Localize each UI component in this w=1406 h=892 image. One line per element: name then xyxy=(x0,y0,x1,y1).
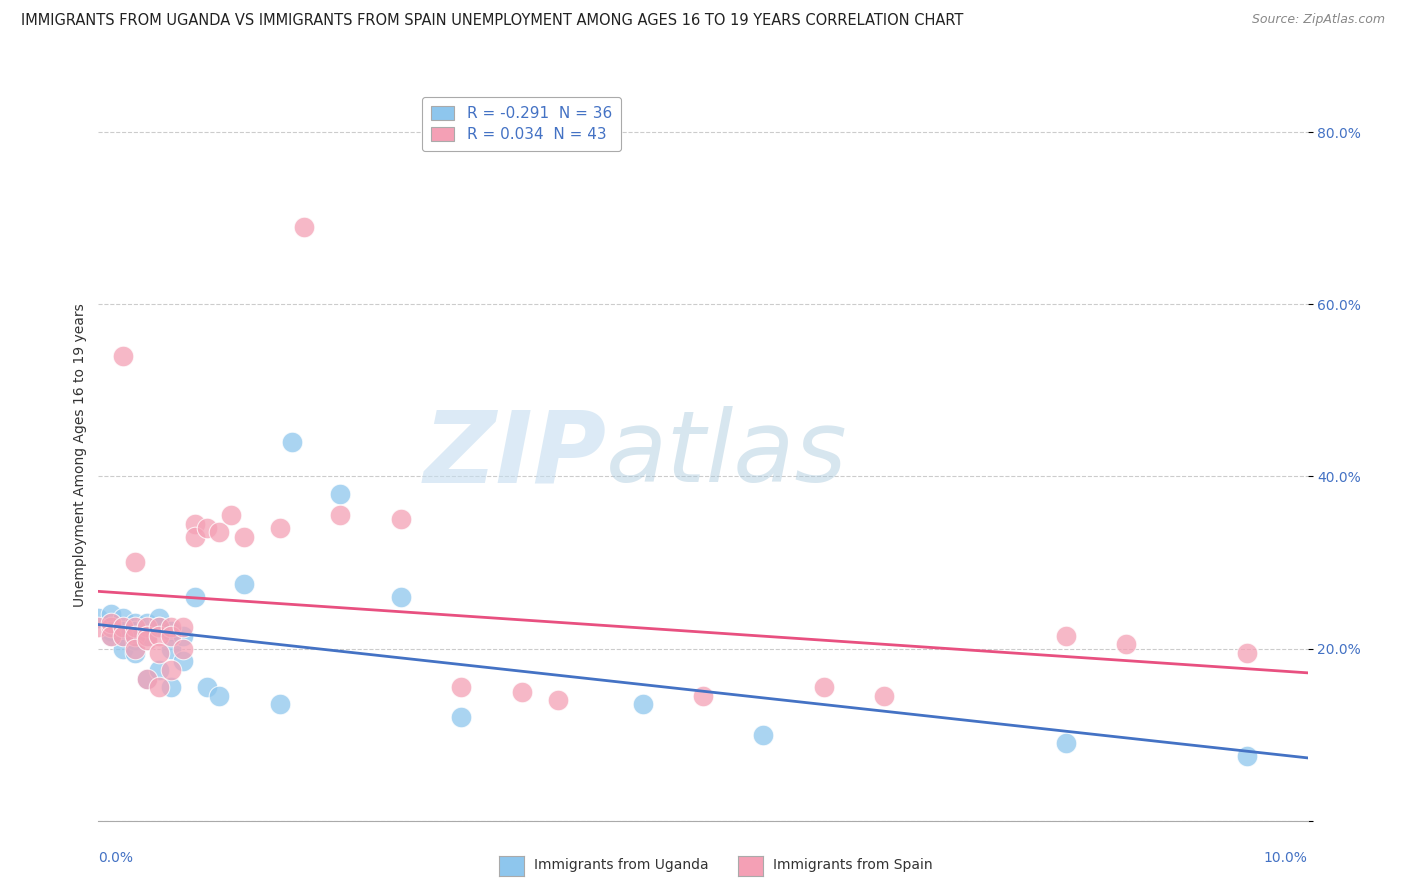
Point xyxy=(124,629,146,643)
Point xyxy=(111,624,134,639)
Point xyxy=(111,611,134,625)
Point xyxy=(184,530,207,544)
Point xyxy=(389,590,412,604)
Y-axis label: Unemployment Among Ages 16 to 19 years: Unemployment Among Ages 16 to 19 years xyxy=(73,303,87,607)
Point xyxy=(269,698,291,712)
Point xyxy=(232,577,254,591)
Point xyxy=(221,508,243,523)
Point xyxy=(450,710,472,724)
Point xyxy=(135,672,157,686)
Point xyxy=(184,516,207,531)
Point xyxy=(124,624,146,639)
Point xyxy=(111,349,134,363)
Legend: R = -0.291  N = 36, R = 0.034  N = 43: R = -0.291 N = 36, R = 0.034 N = 43 xyxy=(422,97,621,152)
Point xyxy=(111,629,134,643)
Point xyxy=(232,530,254,544)
Text: ZIP: ZIP xyxy=(423,407,606,503)
Point xyxy=(510,684,533,698)
Point xyxy=(111,629,134,643)
Point xyxy=(87,620,110,634)
Point xyxy=(813,680,835,694)
Point xyxy=(195,680,218,694)
Point xyxy=(160,620,183,634)
Point xyxy=(148,629,170,643)
Point xyxy=(148,646,170,660)
Point xyxy=(160,663,183,677)
Point xyxy=(292,219,315,234)
Point xyxy=(148,663,170,677)
Point xyxy=(124,556,146,570)
Point xyxy=(100,624,122,639)
Point xyxy=(148,620,170,634)
Point xyxy=(148,620,170,634)
Point xyxy=(100,620,122,634)
Point xyxy=(184,590,207,604)
Point xyxy=(160,680,183,694)
Point xyxy=(100,629,122,643)
Point xyxy=(873,689,896,703)
Text: 0.0%: 0.0% xyxy=(98,851,134,865)
Point xyxy=(100,629,122,643)
Point xyxy=(172,641,194,656)
Point xyxy=(269,521,291,535)
Point xyxy=(172,629,194,643)
Point xyxy=(135,615,157,630)
Point xyxy=(135,629,157,643)
Point xyxy=(148,611,170,625)
Point xyxy=(111,620,134,634)
Text: Source: ZipAtlas.com: Source: ZipAtlas.com xyxy=(1251,13,1385,27)
Point xyxy=(160,629,183,643)
Point xyxy=(124,632,146,647)
Point xyxy=(208,525,231,540)
Point xyxy=(135,629,157,643)
Text: Immigrants from Spain: Immigrants from Spain xyxy=(773,858,934,872)
Point xyxy=(148,680,170,694)
Point xyxy=(1236,749,1258,764)
Point xyxy=(172,655,194,669)
Point xyxy=(752,728,775,742)
Point xyxy=(329,508,352,523)
Text: atlas: atlas xyxy=(606,407,848,503)
Point xyxy=(208,689,231,703)
Point xyxy=(160,641,183,656)
Point xyxy=(160,624,183,639)
Point xyxy=(1054,629,1077,643)
Point xyxy=(329,486,352,500)
Point xyxy=(631,698,654,712)
Point xyxy=(111,641,134,656)
Point xyxy=(87,611,110,625)
Point xyxy=(1115,637,1137,651)
Text: 10.0%: 10.0% xyxy=(1264,851,1308,865)
Point xyxy=(135,620,157,634)
Point xyxy=(692,689,714,703)
Text: Immigrants from Uganda: Immigrants from Uganda xyxy=(534,858,709,872)
Point xyxy=(124,615,146,630)
Point xyxy=(135,672,157,686)
Point xyxy=(389,512,412,526)
Point xyxy=(124,620,146,634)
Point xyxy=(547,693,569,707)
Point xyxy=(100,607,122,621)
Point xyxy=(450,680,472,694)
Point xyxy=(172,620,194,634)
Point xyxy=(195,521,218,535)
Point xyxy=(281,435,304,450)
Point xyxy=(1054,736,1077,750)
Text: IMMIGRANTS FROM UGANDA VS IMMIGRANTS FROM SPAIN UNEMPLOYMENT AMONG AGES 16 TO 19: IMMIGRANTS FROM UGANDA VS IMMIGRANTS FRO… xyxy=(21,13,963,29)
Point xyxy=(1236,646,1258,660)
Point xyxy=(135,632,157,647)
Point xyxy=(124,646,146,660)
Point xyxy=(124,641,146,656)
Point xyxy=(100,615,122,630)
